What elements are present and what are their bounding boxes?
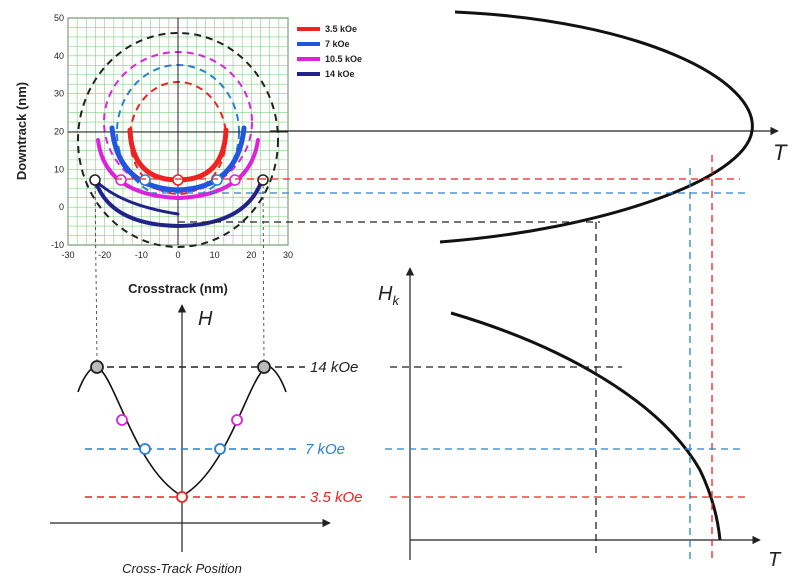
inset-y-tick-label: -10	[51, 240, 64, 250]
hk-subscript: k	[392, 293, 400, 308]
marker-10-5koe-right	[229, 174, 241, 186]
hk-main: H	[378, 283, 393, 305]
inset-y-ticks: 50 40 30 20 10 0 -10	[51, 13, 64, 250]
drop-line-right	[262, 184, 265, 362]
top-right-axis-label: T	[773, 140, 788, 165]
inset-x-tick-label: 10	[210, 250, 220, 260]
bottom-right-panel: Hk T	[378, 267, 782, 571]
inset-plot: -30 -20 -10 0 10 20 30 50 40 30 20 10 0 -10	[14, 13, 362, 296]
bottom-left-panel: H Cross-Track Position 14 kOe 7 kOe 3.5 …	[50, 304, 363, 576]
legend-label-10-5koe: 10.5 kOe	[325, 54, 362, 64]
anisotropy-curve	[450, 311, 722, 541]
top-right-panel: T	[270, 10, 788, 244]
contour-14koe-outer	[77, 32, 279, 248]
level-label-7koe: 7 kOe	[305, 441, 345, 458]
temperature-profile-curve	[439, 10, 754, 244]
marker-7koe-left	[139, 174, 151, 186]
inset-x-tick-label: -10	[135, 250, 148, 260]
inset-x-tick-label: 20	[246, 250, 256, 260]
profile-marker-3-5koe-center	[176, 491, 188, 503]
bottom-left-x-axis-title: Cross-Track Position	[122, 561, 242, 576]
inset-x-tick-label: -30	[61, 250, 74, 260]
guide-lines	[115, 155, 745, 560]
bottom-right-y-axis-label: Hk	[378, 283, 400, 308]
profile-marker-7koe-left	[139, 443, 151, 455]
inset-y-tick-label: 10	[54, 164, 64, 174]
footprint-7koe	[109, 125, 247, 193]
inset-y-tick-label: 0	[59, 202, 64, 212]
inset-x-ticks: -30 -20 -10 0 10 20 30	[61, 250, 293, 260]
inset-y-tick-label: 40	[54, 51, 64, 61]
level-label-3-5koe: 3.5 kOe	[310, 489, 363, 506]
level-label-14koe: 14 kOe	[310, 359, 358, 376]
inset-legend: 3.5 kOe 7 kOe 10.5 kOe 14 kOe	[297, 24, 362, 79]
profile-marker-7koe-right	[214, 443, 226, 455]
footprint-14koe	[93, 178, 264, 229]
inset-x-tick-label: 30	[283, 250, 293, 260]
profile-marker-14koe-right	[257, 360, 271, 374]
profile-marker-10-5koe-left	[116, 414, 128, 426]
bottom-left-y-axis-label: H	[198, 308, 213, 330]
footprint-10-5koe	[96, 138, 260, 201]
marker-3-5koe-center	[172, 174, 184, 186]
profile-marker-14koe-left	[90, 360, 104, 374]
marker-7koe-right	[211, 174, 223, 186]
marker-14koe-left	[89, 174, 101, 186]
marker-10-5koe-left	[115, 174, 127, 186]
inset-x-tick-label: 0	[175, 250, 180, 260]
profile-markers	[90, 360, 271, 503]
drop-line-left	[94, 184, 98, 362]
bottom-right-x-axis-label: T	[768, 549, 782, 571]
drop-lines	[94, 184, 265, 362]
inset-x-tick-label: -20	[98, 250, 111, 260]
legend-label-3-5koe: 3.5 kOe	[325, 24, 357, 34]
inset-y-axis-title: Downtrack (nm)	[14, 82, 29, 180]
inset-y-tick-label: 50	[54, 13, 64, 23]
marker-14koe-right	[257, 174, 269, 186]
footprint-14koe-tail	[93, 178, 180, 216]
legend-label-7koe: 7 kOe	[325, 39, 350, 49]
inset-y-tick-label: 20	[54, 127, 64, 137]
legend-label-14koe: 14 kOe	[325, 69, 355, 79]
inset-x-axis-title: Crosstrack (nm)	[128, 281, 228, 296]
profile-marker-10-5koe-right	[231, 414, 243, 426]
inset-y-tick-label: 30	[54, 89, 64, 99]
